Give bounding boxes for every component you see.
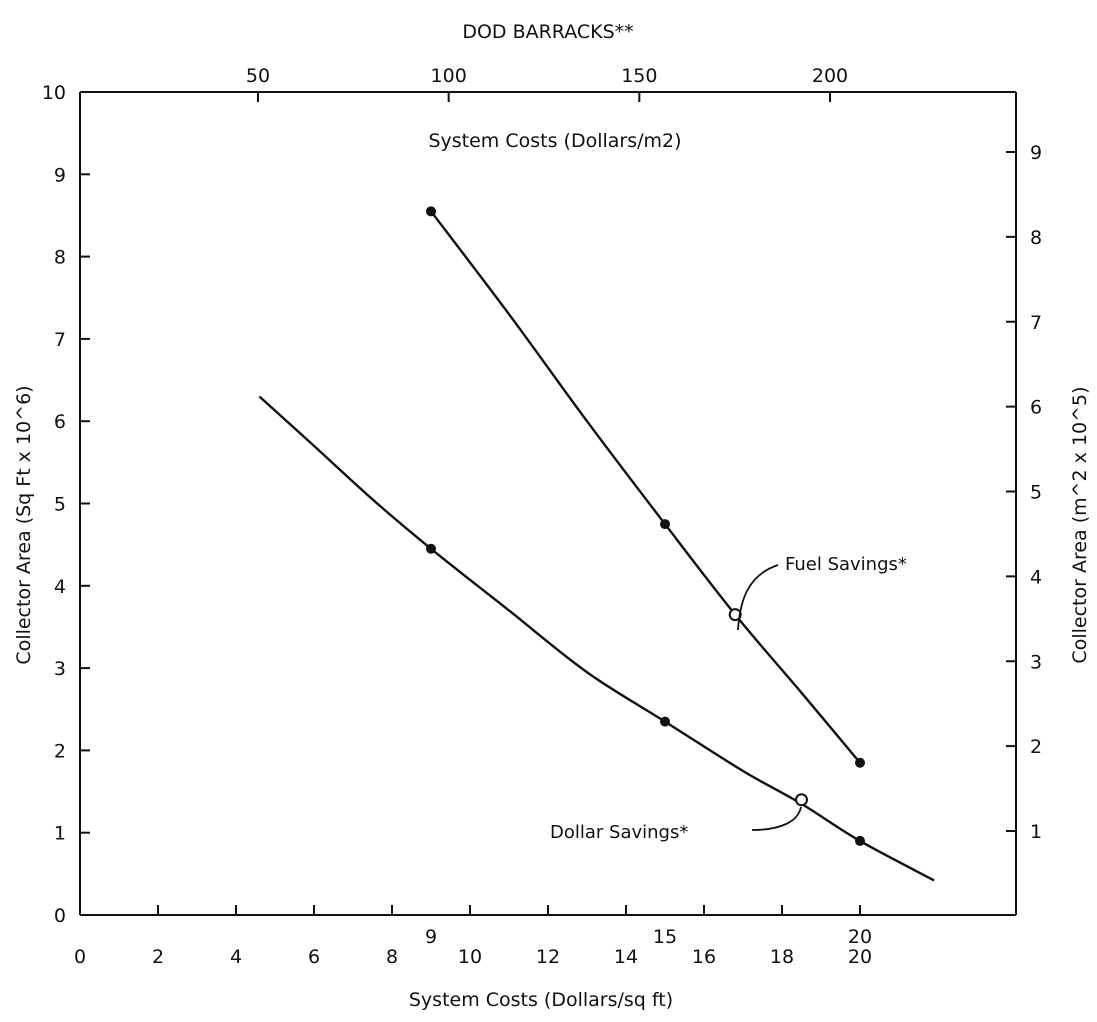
right-tick-label: 8 [1030, 227, 1042, 249]
x-tick-label: 14 [614, 946, 638, 968]
data-point [426, 543, 436, 554]
y-tick-label: 8 [54, 247, 66, 269]
x-tick-label-extra: 20 [848, 926, 872, 948]
y-tick-label: 0 [54, 905, 66, 927]
dollar-savings-annotation: Dollar Savings* [550, 806, 802, 843]
y-tick-label: 1 [54, 823, 66, 845]
plot-frame [79, 91, 1017, 916]
series-line [258, 395, 935, 882]
right-tick-label: 9 [1030, 142, 1042, 164]
x-tick-label: 18 [770, 946, 794, 968]
x-tick-label: 2 [152, 946, 164, 968]
data-point [660, 716, 670, 727]
x-tick-label: 20 [848, 946, 872, 968]
y-axis-title-right: Collector Area (m^2 x 10^5) [1069, 386, 1091, 663]
x-tick-label: 10 [458, 946, 482, 968]
x-tick-label: 4 [230, 946, 242, 968]
top-tick-label: 100 [431, 65, 467, 87]
right-tick-label: 7 [1030, 312, 1042, 334]
y-tick-label: 2 [54, 740, 66, 762]
x-tick-label: 0 [74, 946, 86, 968]
top-tick-label: 150 [621, 65, 657, 87]
data-point [855, 757, 865, 768]
x-tick-label: 6 [308, 946, 320, 968]
right-tick-label: 6 [1030, 397, 1042, 419]
data-point [660, 519, 670, 530]
data-point [426, 206, 436, 217]
x-tick-label: 12 [536, 946, 560, 968]
right-tick-label: 1 [1030, 821, 1042, 843]
fuel-savings-annotation: Fuel Savings* [737, 554, 907, 631]
label-marker [795, 793, 808, 807]
y-tick-label: 4 [54, 576, 66, 598]
x-tick-label-extra: 15 [653, 926, 677, 948]
data-point [855, 835, 865, 846]
y-tick-label: 9 [54, 164, 66, 186]
x-axis-title: System Costs (Dollars/sq ft) [409, 989, 673, 1011]
y-tick-label: 7 [54, 329, 66, 351]
x-tick-label-extra: 9 [425, 926, 437, 948]
x-tick-label: 8 [386, 946, 398, 968]
right-tick-label: 2 [1030, 736, 1042, 758]
fuel-savings-label: Fuel Savings* [785, 554, 907, 575]
dollar-savings-label: Dollar Savings* [550, 822, 688, 843]
y-tick-label: 5 [54, 494, 66, 516]
series-line [430, 210, 861, 764]
right-tick-label: 4 [1030, 566, 1042, 588]
series-layer [258, 206, 935, 882]
right-tick-label: 5 [1030, 482, 1042, 504]
y-axis-title-left: Collector Area (Sq Ft x 10^6) [13, 385, 35, 664]
series-1 [258, 395, 935, 882]
right-tick-label: 3 [1030, 651, 1042, 673]
x-tick-label: 16 [692, 946, 716, 968]
series-0 [426, 206, 865, 768]
top-tick-label: 200 [812, 65, 848, 87]
dollar-savings-leader [751, 806, 802, 831]
y-tick-label: 10 [42, 82, 66, 104]
top-axis-title: DOD BARRACKS** [462, 21, 633, 43]
label-marker [728, 608, 742, 622]
top-tick-label: 50 [246, 65, 270, 87]
y-tick-label: 3 [54, 658, 66, 680]
fuel-savings-leader [737, 564, 779, 631]
inner-title: System Costs (Dollars/m2) [428, 130, 681, 152]
y-tick-label: 6 [54, 411, 66, 433]
